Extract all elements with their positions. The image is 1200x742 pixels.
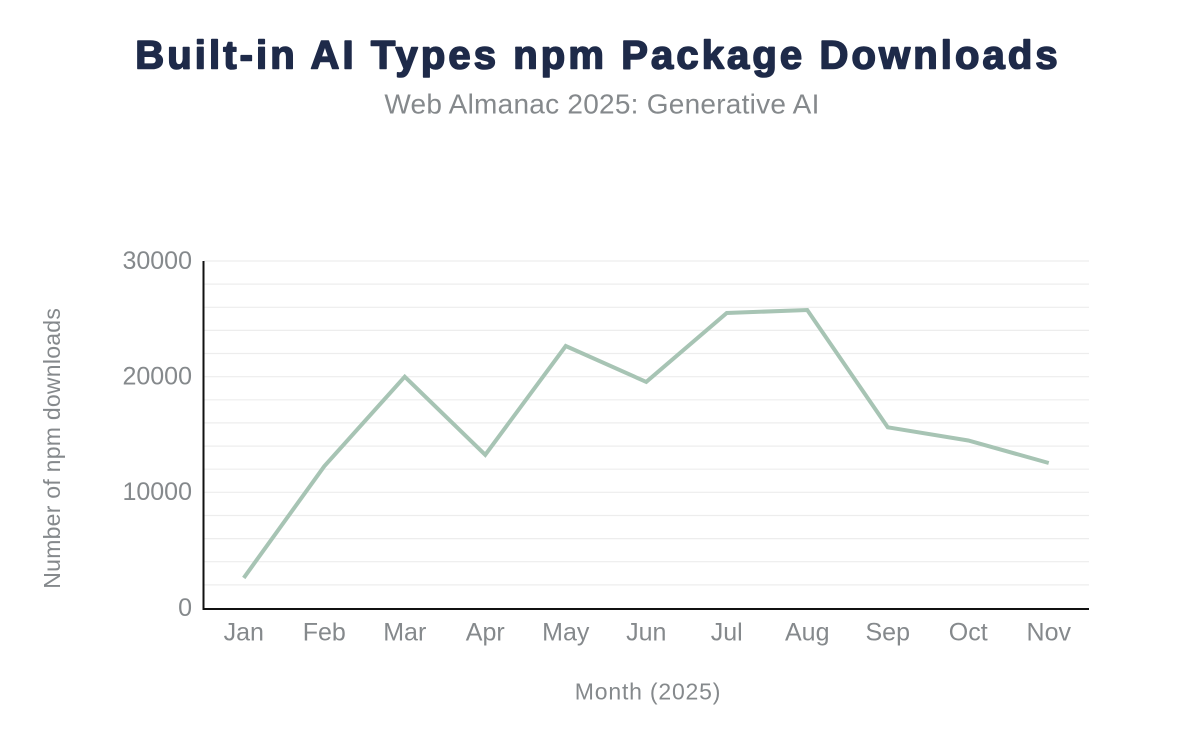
svg-text:Built-in AI Types npm Package: Built-in AI Types npm Package Downloads bbox=[135, 34, 1060, 78]
svg-text:Oct: Oct bbox=[949, 619, 988, 647]
svg-text:Nov: Nov bbox=[1027, 619, 1072, 647]
svg-text:Jan: Jan bbox=[224, 619, 264, 647]
svg-text:Number of npm downloads: Number of npm downloads bbox=[39, 308, 65, 589]
svg-text:Aug: Aug bbox=[785, 619, 829, 647]
svg-text:May: May bbox=[542, 619, 590, 647]
svg-text:Jul: Jul bbox=[711, 619, 743, 647]
svg-text:30000: 30000 bbox=[122, 247, 192, 275]
svg-text:Feb: Feb bbox=[303, 619, 346, 647]
svg-text:Mar: Mar bbox=[383, 619, 426, 647]
svg-text:0: 0 bbox=[178, 594, 192, 622]
svg-text:Web Almanac 2025: Generative A: Web Almanac 2025: Generative AI bbox=[384, 89, 819, 120]
svg-text:10000: 10000 bbox=[122, 478, 192, 506]
svg-text:Jun: Jun bbox=[626, 619, 666, 647]
svg-text:Apr: Apr bbox=[466, 619, 505, 647]
svg-text:Month (2025): Month (2025) bbox=[575, 679, 721, 705]
svg-text:Sep: Sep bbox=[866, 619, 910, 647]
svg-text:20000: 20000 bbox=[122, 363, 192, 391]
